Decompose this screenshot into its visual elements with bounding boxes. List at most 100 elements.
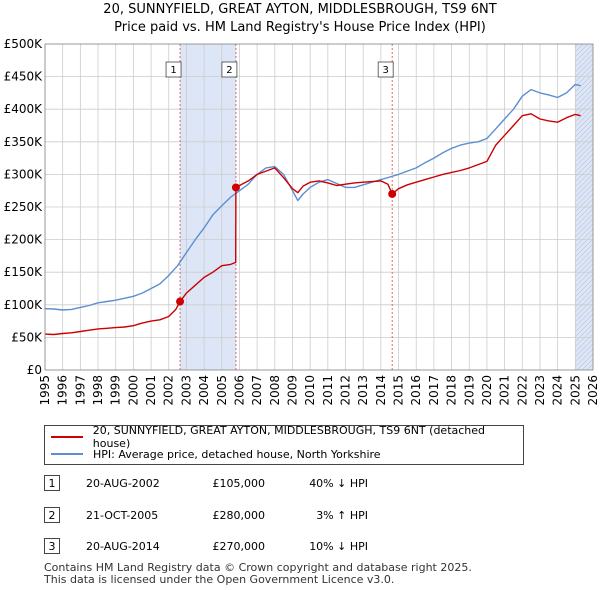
x-tick-label: 2013 [356,375,370,406]
transaction-row: 2 21-OCT-2005 £280,000 3% ↑ HPI [0,507,600,527]
chart-title-address: 20, SUNNYFIELD, GREAT AYTON, MIDDLESBROU… [103,2,497,17]
hpi-series-line [44,83,581,311]
chart-legend: 20, SUNNYFIELD, GREAT AYTON, MIDDLESBROU… [44,424,524,465]
hatch-line [575,273,593,292]
x-tick-label: 2019 [462,375,476,406]
legend-item-price: 20, SUNNYFIELD, GREAT AYTON, MIDDLESBROU… [51,424,523,450]
hatch-line [575,24,593,42]
x-tick-label: 2011 [321,375,335,406]
sale-label-box [377,61,394,78]
hatch-line [575,193,593,212]
transaction-number-badge: 1 [44,475,60,491]
hatch-line [575,163,593,182]
hatch-line [575,338,593,357]
x-tick-label: 2015 [392,375,406,406]
hatch-line [575,293,593,312]
hatch-line [575,44,584,52]
hatch-line [575,223,593,242]
hatch-line [575,93,593,112]
price-series-line [44,113,581,336]
sale-point [176,297,185,306]
x-tick-label: 2023 [533,375,547,406]
hatch-line [575,178,593,197]
x-tick-label: 1995 [38,375,52,406]
hatch-line [575,148,593,167]
hatch-line [575,283,593,302]
hatch-line [576,353,593,370]
hatch-line [575,158,593,177]
transaction-number-badge: 2 [44,507,60,523]
x-tick-label: 2009 [285,375,299,406]
hatch-line [575,298,593,317]
hatch-line [575,313,593,332]
transaction-row: 1 20-AUG-2002 £105,000 40% ↓ HPI [0,475,600,495]
x-tick-label: 2001 [144,375,158,406]
transaction-price: £280,000 [212,509,266,522]
hatch-line [575,198,593,217]
hatch-line [575,103,593,122]
legend-hpi-label: HPI: Average price, detached house, Nort… [93,447,381,461]
sale-label-number: 3 [382,65,388,76]
y-tick-label: £300K [4,167,44,181]
x-tick-label: 1997 [73,375,87,406]
sale-label-number: 2 [226,65,232,76]
x-tick-label: 2025 [568,375,582,406]
hatch-line [575,183,593,202]
hatch-line [586,363,593,370]
hatch-line [575,83,593,102]
hatch-line [575,123,593,142]
x-tick-label: 2003 [179,375,193,406]
x-tick-label: 2005 [215,375,229,406]
hatch-line [575,68,593,87]
x-tick-label: 2021 [498,375,512,406]
hatch-line [575,44,589,57]
hatch-line [575,128,593,147]
x-tick-label: 2018 [445,375,459,406]
transaction-row: 3 20-AUG-2014 £270,000 10% ↓ HPI [0,538,600,558]
hatch-line [575,213,593,232]
y-tick-label: £250K [4,200,44,214]
y-tick-label: £400K [4,102,44,116]
price-chart: £0 £50K £100K £150K £200K £250K £300K £350K £400… [4,24,600,406]
hatch-line [575,173,593,192]
hatch-line [575,228,593,247]
y-tick-label: £450K [4,70,44,84]
hatch-line [575,118,593,137]
plot-frame [44,43,594,371]
x-tick-label: 1999 [109,375,123,406]
hatch-line [575,348,593,367]
x-tick-label: 2007 [250,375,264,406]
x-tick-label: 2024 [551,375,565,406]
hatch-line [575,233,593,252]
hatch-line [581,358,593,370]
hatch-line [575,328,593,347]
x-tick-label: 2004 [197,375,211,406]
hatch-line [575,98,593,117]
hatch-line [575,243,593,262]
legend-price-swatch [51,436,83,438]
hatch-line [575,323,593,342]
hatch-line [575,288,593,307]
y-tick-label: £0 [27,363,42,377]
hatch-line [575,188,593,207]
hatch-line [575,78,593,97]
transaction-price: £270,000 [212,540,266,553]
hatch-line [575,308,593,327]
chart-subtitle: Price paid vs. HM Land Registry's House … [114,20,486,35]
hatch-line [575,143,593,162]
transaction-date: 20-AUG-2014 [86,540,160,553]
transaction-hpi-diff: 40% ↓ HPI [309,477,368,490]
legend-item-hpi: HPI: Average price, detached house, Nort… [51,446,381,462]
hatch-line [575,238,593,257]
x-tick-label: 2016 [409,375,423,406]
hatch-line [575,333,593,352]
y-tick-label: £100K [4,298,44,312]
y-tick-label: £50K [11,330,43,344]
x-tick-label: 2006 [232,375,246,406]
x-tick-label: 2014 [374,375,388,406]
hatch-line [575,258,593,277]
hatch-line [575,343,593,362]
hatch-line [575,218,593,237]
hatch-line [575,168,593,187]
sale-label-number: 1 [170,65,176,76]
